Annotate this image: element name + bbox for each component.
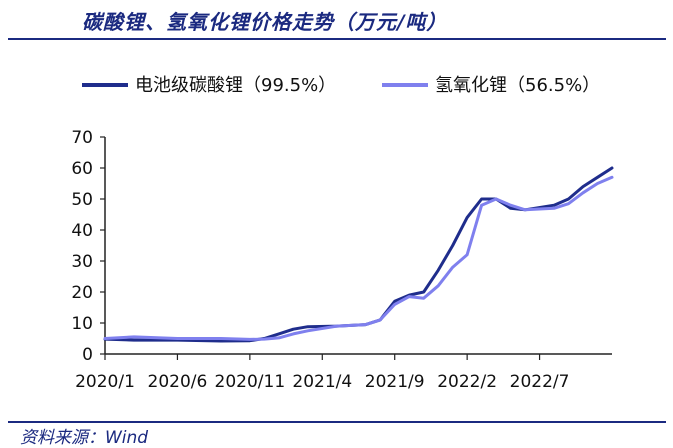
series-line-2 <box>103 175 614 341</box>
x-tick-label: 2020/6 <box>148 372 208 392</box>
x-tick-label: 2022/7 <box>510 372 570 392</box>
legend-label-series-2: 氢氧化锂（56.5%） <box>435 75 600 96</box>
legend: 电池级碳酸锂（99.5%） 氢氧化锂（56.5%） <box>82 75 600 96</box>
y-tick-label: 0 <box>82 345 93 365</box>
y-tick-label: 60 <box>71 159 93 179</box>
y-tick-label: 50 <box>71 190 93 210</box>
y-tick-label: 70 <box>71 128 93 148</box>
x-tick-label: 2020/11 <box>215 372 286 392</box>
chart-title: 碳酸锂、氢氧化锂价格走势（万元/吨） <box>82 10 448 34</box>
source-divider <box>8 421 666 423</box>
x-tick-label: 2020/1 <box>75 372 135 392</box>
x-tick-label: 2021/9 <box>365 372 425 392</box>
y-tick-label: 40 <box>71 221 93 241</box>
legend-label-series-1: 电池级碳酸锂（99.5%） <box>135 75 336 96</box>
y-tick-label: 20 <box>71 283 93 303</box>
y-tick-label: 10 <box>71 314 93 334</box>
series-line-1 <box>103 166 614 343</box>
source-note: 资料来源：Wind <box>20 428 149 448</box>
y-tick-label: 30 <box>71 252 93 272</box>
x-tick-label: 2022/2 <box>437 372 497 392</box>
x-tick-label: 2021/4 <box>292 372 352 392</box>
title-divider <box>8 38 666 40</box>
